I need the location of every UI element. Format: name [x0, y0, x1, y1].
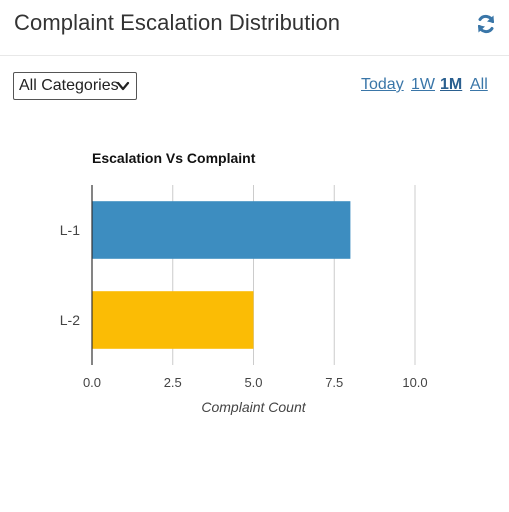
x-axis-label: Complaint Count	[201, 399, 306, 415]
range-all-link[interactable]: All	[470, 76, 488, 93]
escalation-chart: Escalation Vs Complaint 0.0 2.5 5.0 7.5 10.0 L…	[60, 150, 428, 415]
widget-header: Complaint Escalation Distribution	[0, 0, 509, 56]
x-tick-label: 7.5	[325, 375, 343, 390]
x-tick-label: 2.5	[164, 375, 182, 390]
category-select[interactable]: All Categories	[13, 72, 137, 100]
x-tick-label: 0.0	[83, 375, 101, 390]
range-1m-link[interactable]: 1M	[440, 76, 463, 93]
y-category-label: L-1	[60, 222, 80, 238]
chevron-down-icon	[116, 79, 130, 93]
category-select-value: All Categories	[19, 77, 119, 94]
bar-l-1	[92, 201, 351, 259]
chart-title: Escalation Vs Complaint	[92, 150, 256, 166]
widget-title: Complaint Escalation Distribution	[14, 10, 341, 35]
y-category-label: L-2	[60, 312, 80, 328]
bar-l-2	[92, 291, 254, 349]
x-tick-label: 10.0	[402, 375, 427, 390]
range-1w-link[interactable]: 1W	[411, 76, 435, 93]
refresh-icon[interactable]	[475, 12, 497, 36]
x-tick-label: 5.0	[244, 375, 262, 390]
range-today-link[interactable]: Today	[361, 76, 404, 93]
